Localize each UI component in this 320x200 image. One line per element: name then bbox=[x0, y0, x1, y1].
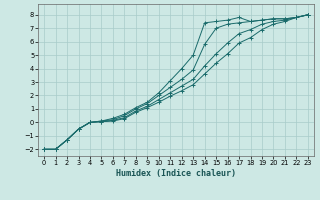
X-axis label: Humidex (Indice chaleur): Humidex (Indice chaleur) bbox=[116, 169, 236, 178]
